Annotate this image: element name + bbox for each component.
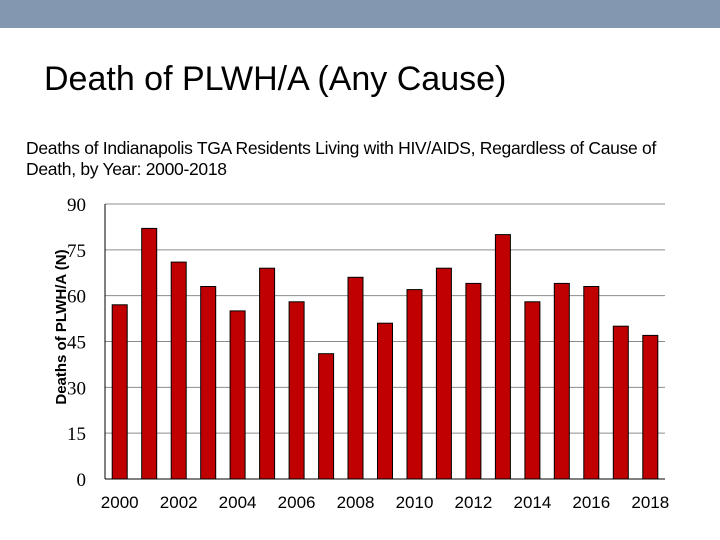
y-tick-0: 0 — [77, 470, 87, 491]
bar-2008 — [347, 276, 364, 480]
bar-2004 — [229, 310, 246, 480]
bar-2011 — [435, 267, 452, 480]
bar-2009 — [377, 322, 393, 480]
x-tick-2014: 2014 — [513, 493, 551, 512]
slide-title: Death of PLWH/A (Any Cause) — [44, 60, 507, 98]
bar-2002 — [170, 261, 187, 480]
bar-2000 — [111, 304, 128, 480]
x-tick-labels: 2000 2002 2004 2006 2008 2010 2012 2014 2016 2018 — [101, 493, 669, 512]
x-tick-2016: 2016 — [572, 493, 610, 512]
axes — [104, 204, 665, 480]
bar-2005 — [259, 267, 276, 480]
y-tick-60: 60 — [67, 287, 86, 308]
x-tick-2012: 2012 — [454, 493, 492, 512]
bar-2017 — [612, 325, 629, 480]
y-tick-labels: 0 15 30 45 60 75 90 — [67, 195, 86, 491]
bar-2001 — [141, 227, 158, 480]
chart-title: Deaths of Indianapolis TGA Residents Liv… — [26, 138, 657, 179]
bar-2012 — [465, 282, 482, 480]
y-axis-label: Deaths of PLWH/A (N) — [53, 249, 70, 404]
x-tick-2006: 2006 — [278, 493, 316, 512]
x-tick-2008: 2008 — [337, 493, 375, 512]
y-tick-45: 45 — [67, 333, 86, 354]
x-tick-2004: 2004 — [219, 493, 257, 512]
y-tick-30: 30 — [67, 378, 86, 399]
x-tick-2018: 2018 — [631, 493, 669, 512]
bar-2013 — [494, 234, 511, 480]
bar-2003 — [200, 286, 217, 480]
bar-2014 — [524, 301, 541, 480]
bar-2007 — [318, 353, 335, 480]
x-tick-2002: 2002 — [160, 493, 198, 512]
bar-2015 — [553, 282, 570, 480]
bar-series — [111, 227, 659, 480]
y-tick-15: 15 — [67, 424, 86, 445]
y-tick-90: 90 — [67, 195, 86, 216]
bar-2016 — [583, 286, 600, 480]
top-band — [0, 0, 720, 28]
bar-2010 — [406, 289, 423, 480]
x-tick-2010: 2010 — [396, 493, 434, 512]
bar-2018 — [642, 334, 659, 480]
x-tick-2000: 2000 — [101, 493, 139, 512]
y-tick-75: 75 — [67, 241, 86, 262]
bar-2006 — [288, 301, 305, 480]
